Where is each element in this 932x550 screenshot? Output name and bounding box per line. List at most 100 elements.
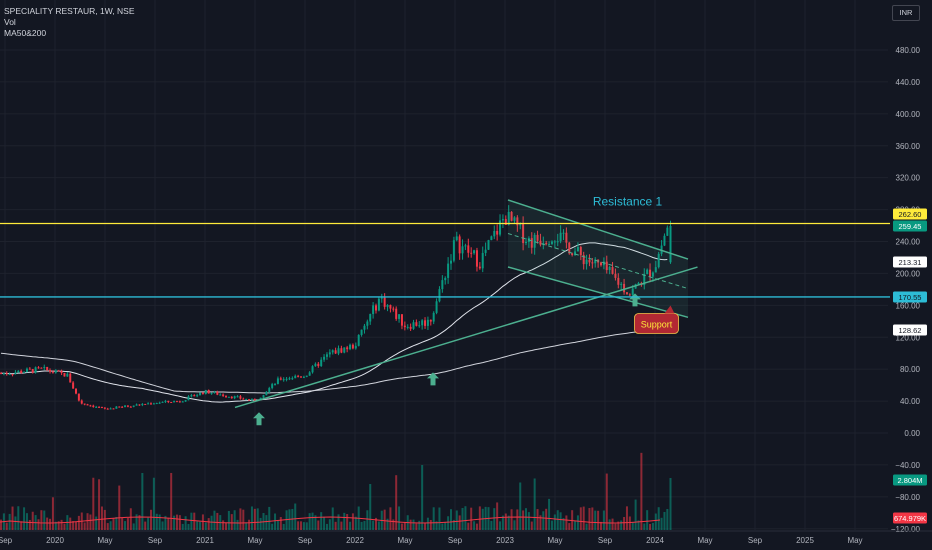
volume-bar xyxy=(86,513,89,530)
time-tick-label: Sep xyxy=(748,536,763,545)
volume-bar xyxy=(54,521,57,530)
candle-body xyxy=(175,401,178,403)
candle-body xyxy=(325,354,328,357)
volume-bar xyxy=(311,512,314,530)
price-label-value: 674.979K xyxy=(894,514,926,523)
volume-bar xyxy=(28,519,31,530)
price-tick-label: 440.00 xyxy=(896,78,921,87)
volume-bar xyxy=(574,520,577,530)
volume-bar xyxy=(533,478,536,530)
volume-bar xyxy=(568,523,571,530)
volume-bar xyxy=(403,522,406,530)
candle-body xyxy=(343,347,346,353)
candle-body xyxy=(291,378,294,380)
volume-bar xyxy=(282,523,285,530)
volume-bar xyxy=(216,512,219,530)
volume-bar xyxy=(444,521,447,530)
candle-body xyxy=(268,388,271,392)
symbol-title[interactable]: SPECIALITY RESTAUR, 1W, NSE xyxy=(4,6,135,16)
volume-bar xyxy=(360,521,363,530)
support-callout-pointer xyxy=(664,305,675,314)
chart-legend: SPECIALITY RESTAUR, 1W, NSE Vol MA50&200 xyxy=(4,6,135,39)
candle-body xyxy=(250,399,253,401)
volume-bar xyxy=(646,510,649,530)
candle-body xyxy=(571,253,574,255)
volume-bar xyxy=(187,523,190,530)
candle-body xyxy=(519,223,522,226)
candle-body xyxy=(28,368,31,370)
candle-body xyxy=(478,266,481,269)
candle-body xyxy=(100,407,103,409)
candle-body xyxy=(77,393,80,401)
resistance-label: Resistance 1 xyxy=(593,195,663,209)
volume-bar xyxy=(268,506,271,530)
candle-body xyxy=(285,378,288,380)
price-label-value: 259.45 xyxy=(899,222,922,231)
candle-body xyxy=(447,263,450,278)
candle-body xyxy=(184,400,187,402)
candle-body xyxy=(60,371,63,373)
volume-bar xyxy=(501,515,504,530)
volume-bar xyxy=(138,515,141,530)
price-tick-label: 240.00 xyxy=(896,238,921,247)
volume-bar xyxy=(124,521,127,530)
volume-bar xyxy=(478,506,481,530)
volume-bar xyxy=(628,516,631,530)
candle-body xyxy=(129,406,132,408)
candle-body xyxy=(66,373,69,377)
candle-body xyxy=(317,363,320,366)
volume-bar xyxy=(438,507,441,530)
candle-body xyxy=(550,241,553,244)
volume-bar xyxy=(60,519,63,530)
candle-body xyxy=(579,247,582,256)
candle-body xyxy=(297,375,300,377)
volume-bar xyxy=(441,523,444,530)
candle-body xyxy=(187,396,190,401)
volume-bar xyxy=(651,522,654,530)
candle-body xyxy=(193,395,196,397)
volume-bar xyxy=(389,507,392,530)
candle-body xyxy=(363,325,366,330)
volume-bar xyxy=(346,514,349,530)
candle-body xyxy=(80,400,83,404)
candle-body xyxy=(530,238,533,248)
candle-body xyxy=(461,246,464,254)
price-label-value: 2.804M xyxy=(897,476,922,485)
price-axis: 480.00440.00400.00360.00320.00280.00240.… xyxy=(891,46,921,534)
candle-body xyxy=(271,384,274,389)
price-tick-label: 40.00 xyxy=(900,397,921,406)
volume-bar xyxy=(527,512,530,530)
candle-body xyxy=(103,407,106,409)
volume-bar xyxy=(395,475,398,530)
candle-body xyxy=(389,305,392,309)
volume-bar xyxy=(5,522,8,530)
volume-bar xyxy=(525,508,527,530)
candle-body xyxy=(40,367,43,369)
volume-bar xyxy=(634,499,637,530)
currency-badge[interactable]: INR xyxy=(892,5,920,21)
candle-body xyxy=(311,366,314,373)
volume-bar xyxy=(77,515,80,530)
volume-bar xyxy=(25,513,28,530)
ma200-line xyxy=(0,324,668,394)
time-tick-label: 2025 xyxy=(796,536,814,545)
candle-body xyxy=(173,401,176,403)
candle-body xyxy=(236,396,239,398)
price-tick-label: 480.00 xyxy=(896,46,921,55)
volume-bar xyxy=(279,517,282,530)
volume-indicator-label[interactable]: Vol xyxy=(4,17,16,27)
candle-body xyxy=(458,236,461,254)
volume-bar xyxy=(637,520,640,530)
candle-body xyxy=(357,334,360,346)
candle-body xyxy=(98,406,101,408)
volume-bar xyxy=(75,522,77,530)
moving-average-indicator-label[interactable]: MA50&200 xyxy=(4,28,47,38)
volume-bar xyxy=(297,521,300,530)
ma50-line xyxy=(1,242,668,403)
candle-body xyxy=(300,376,302,378)
volume-bar xyxy=(23,507,26,530)
candle-body xyxy=(17,370,20,373)
candle-body xyxy=(499,220,502,235)
price-tick-label: 200.00 xyxy=(896,269,921,278)
